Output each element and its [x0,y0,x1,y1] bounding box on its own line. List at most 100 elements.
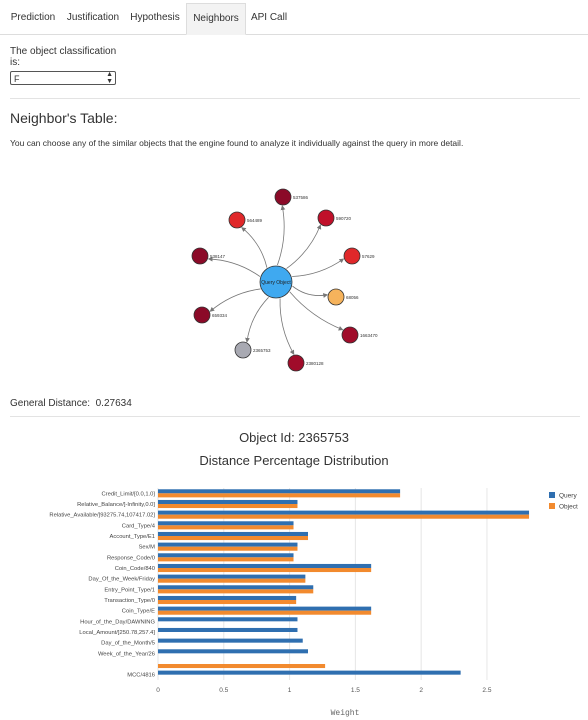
y-tick-label: Coin_Code/840 [115,566,155,572]
bar-object [158,589,314,594]
classification-label: The object classification is: [10,46,117,68]
bar-object [158,536,308,541]
neighbor-node-label: 68056 [346,295,359,300]
bar-query [158,521,294,526]
y-tick-label: Credit_Limit/[0.0,1.0] [102,491,156,497]
y-tick-label: MCC/4816 [127,673,155,679]
bar-query [158,574,306,579]
graph-edge [241,227,268,268]
neighbor-node[interactable] [234,341,252,359]
graph-edge [207,256,261,277]
tab-api-call[interactable]: API Call [250,12,288,23]
general-distance-label: General Distance: [10,398,91,409]
bar-object [158,493,401,498]
bar-object [158,525,294,530]
neighbor-node[interactable] [274,188,292,206]
bar-query [158,499,298,504]
y-tick-label: Entry_Point_Type/1 [104,587,155,593]
legend-swatch [549,492,555,498]
y-tick-label: Relative_Available/]93275.74,107417.02] [49,513,155,519]
neighbor-node-label: 1663470 [360,333,378,338]
bar-query [158,553,294,558]
neighbor-node[interactable] [228,211,246,229]
tab-justification[interactable]: Justification [66,12,120,23]
neighbor-node-label: 590720 [336,216,352,221]
neighbor-node-label: 57629 [362,254,375,259]
neighbor-graph: 537586 564489 590720 538147 57629 68056 659334… [191,188,378,372]
select-arrows-icon: ▲ ▼ [106,71,113,85]
neighbor-node-label: 2365753 [253,348,271,353]
query-node-label: Query Object [261,280,291,286]
query-node [259,265,293,299]
legend-label: Query [559,493,577,500]
bar-query [158,617,298,622]
graph-edge [209,288,261,312]
classification-select[interactable]: F ▲ ▼ [10,71,116,85]
bar-query [158,649,308,654]
divider [10,416,580,417]
x-tick-label: 0.5 [219,687,228,694]
neighbor-node[interactable] [191,247,209,265]
tab-neighbors[interactable]: Neighbors [186,3,246,35]
y-tick-label: Day_Of_the_Week/Friday [88,577,155,583]
y-tick-label: Sex/M [139,545,156,551]
bar-query [158,563,372,568]
legend-label: Object [559,504,578,511]
classification-select-value: F [14,74,20,84]
graph-edge [289,291,344,331]
neighbor-node-label: 564489 [247,218,263,223]
neighbor-node[interactable] [193,306,211,324]
y-tick-label: Relative_Balance/]-Infinity,0.0] [77,502,155,508]
neighbor-node[interactable] [341,326,359,344]
graph-edge [292,285,329,298]
neighbor-node-label: 538147 [210,254,226,259]
y-tick-label: Day_of_the_Month/5 [101,641,155,647]
neighbor-node[interactable] [343,247,361,265]
bar-query [158,670,461,675]
y-tick-label: Transaction_Type/0 [104,598,155,604]
bar-object [158,546,298,551]
neighbor-node-label: 537586 [293,195,309,200]
y-tick-label: Response_Code/0 [107,555,155,561]
tab-bar: Prediction Justification Hypothesis Neig… [0,0,588,35]
bar-query [158,595,297,600]
bar-query [158,489,401,494]
x-tick-label: 2.5 [482,687,491,694]
legend-swatch [549,503,555,509]
neighbor-node-label: 2380128 [306,361,324,366]
tab-prediction[interactable]: Prediction [10,12,56,23]
neighbor-node[interactable] [287,354,305,372]
bar-query [158,638,303,643]
bar-query [158,510,530,515]
general-distance: General Distance: 0.27634 [10,398,132,409]
bar-object [158,600,297,605]
general-distance-value: 0.27634 [95,398,132,409]
bar-object [158,514,530,519]
bar-query [158,585,314,590]
neighbor-node[interactable] [327,288,345,306]
neighbor-node[interactable] [317,209,335,227]
graph-edge [279,298,295,355]
bar-query [158,531,308,536]
bar-object [158,504,298,509]
bar-query [158,542,298,547]
bar-object [158,557,294,562]
bar-object [158,568,372,573]
graph-edge [245,297,269,343]
tab-hypothesis[interactable]: Hypothesis [130,12,180,23]
x-tick-label: 1.5 [351,687,360,694]
y-tick-label: Local_Amount/]250.78,257.4] [79,630,155,636]
bar-object [158,610,372,615]
distance-chart: Credit_Limit/[0.0,1.0] Relative_Balance/]… [49,488,578,718]
bar-object [158,578,306,583]
y-tick-label: Week_of_the_Year/26 [98,651,155,657]
bar-query [158,627,298,632]
x-axis-label: Weight [331,709,360,718]
bar-object [158,664,326,669]
divider [10,98,580,99]
graph-edge [286,224,322,269]
y-tick-label: Coin_Type/E [122,609,155,615]
x-tick-label: 0 [156,687,160,694]
graph-edge [292,258,345,277]
y-tick-label: Account_Type/E1 [110,534,155,540]
